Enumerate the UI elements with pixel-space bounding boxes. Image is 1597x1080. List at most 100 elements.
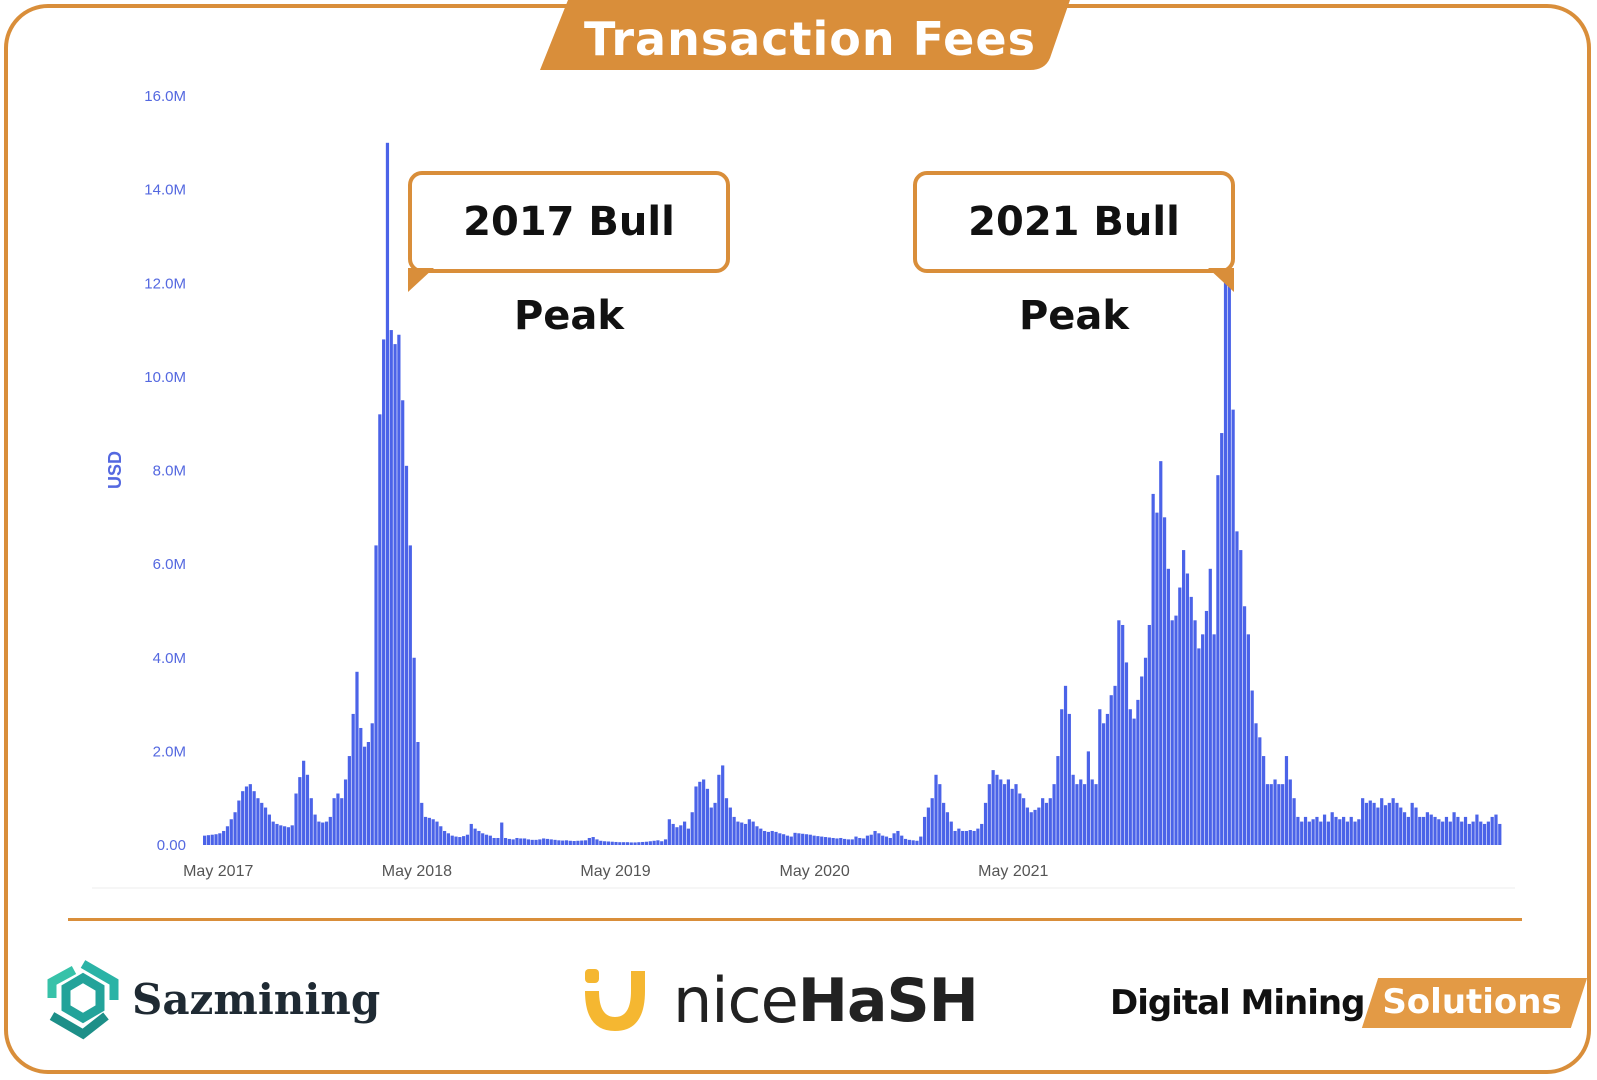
- y-tick-label: 12.0M: [144, 275, 186, 292]
- fee-bar: [1025, 807, 1030, 845]
- fee-bar: [793, 832, 797, 845]
- x-tick-label: May 2019: [580, 863, 650, 880]
- fee-bar: [648, 841, 652, 845]
- fee-bar: [1250, 690, 1254, 845]
- fee-bar: [294, 793, 298, 845]
- fee-bar: [888, 837, 892, 845]
- poster-frame: [4, 4, 1591, 1074]
- fee-bar: [663, 839, 668, 845]
- fee-bar: [1433, 816, 1437, 845]
- fee-bar: [595, 839, 599, 845]
- x-tick-label: May 2018: [382, 863, 452, 880]
- fee-bar: [1444, 816, 1449, 845]
- fee-bar: [1079, 779, 1083, 845]
- fee-bar: [553, 839, 557, 845]
- fee-bar: [359, 727, 363, 845]
- fee-bar: [1326, 821, 1330, 845]
- fee-bar: [393, 344, 397, 845]
- fee-bar: [1296, 816, 1300, 845]
- fee-bar: [279, 825, 283, 845]
- fee-bar: [804, 834, 809, 845]
- fee-bar: [1136, 699, 1140, 845]
- fee-bar: [225, 826, 230, 845]
- fee-bar: [774, 831, 778, 845]
- fee-bar: [450, 835, 454, 845]
- fee-bar: [930, 798, 934, 845]
- fee-bar: [1140, 676, 1144, 845]
- fee-bar: [766, 831, 770, 845]
- fee-bar: [416, 742, 420, 845]
- callout-2021-tail: [1208, 268, 1234, 292]
- fee-bar: [759, 828, 763, 845]
- fee-bar: [1178, 587, 1182, 845]
- fee-bar: [492, 837, 496, 845]
- fee-bar: [389, 330, 393, 845]
- fee-bar: [919, 836, 923, 845]
- fee-bar: [256, 798, 260, 845]
- fee-bar: [1098, 709, 1102, 845]
- fee-bar: [473, 828, 477, 845]
- fee-bar: [999, 779, 1003, 845]
- fee-bar: [1429, 814, 1433, 845]
- fee-bar: [423, 816, 428, 845]
- fee-bar: [462, 836, 466, 845]
- fee-bar: [854, 836, 858, 845]
- fee-bar: [290, 825, 294, 845]
- fee-bar: [1197, 648, 1201, 845]
- fee-bar: [1338, 819, 1342, 845]
- fee-bar: [336, 793, 340, 845]
- fee-bar: [1132, 718, 1136, 845]
- fee-bar: [1185, 573, 1190, 845]
- fee-bar: [446, 833, 451, 845]
- fee-bar: [850, 839, 854, 845]
- fee-bar: [210, 834, 214, 845]
- fee-bar: [477, 830, 481, 845]
- fee-bar: [222, 830, 226, 845]
- fee-bar: [382, 339, 386, 845]
- fee-bar: [747, 819, 751, 845]
- y-tick-label: 16.0M: [144, 88, 186, 105]
- x-tick-label: May 2017: [183, 863, 253, 880]
- fee-bar: [1498, 823, 1502, 845]
- fee-bar: [1357, 819, 1361, 845]
- fee-bar: [1437, 819, 1441, 845]
- fee-bar: [313, 814, 317, 845]
- fee-bar: [305, 774, 310, 845]
- fee-bar: [572, 841, 576, 845]
- fee-bar: [671, 823, 675, 845]
- fee-bar: [877, 833, 881, 845]
- fee-bar: [713, 802, 717, 845]
- fee-bar: [275, 823, 279, 845]
- fee-bar: [724, 798, 729, 845]
- fee-bar: [561, 840, 565, 845]
- fee-bar: [1022, 798, 1026, 845]
- fee-bar: [934, 774, 938, 845]
- y-tick-label: 4.0M: [153, 650, 186, 667]
- fee-bar: [1292, 798, 1296, 845]
- fee-bar: [1239, 550, 1243, 845]
- fee-bar: [1147, 624, 1151, 845]
- fee-bar: [675, 827, 679, 845]
- fee-bar: [964, 830, 969, 845]
- fee-bar: [1094, 784, 1098, 845]
- fee-bar: [1322, 814, 1327, 845]
- fee-bar: [961, 830, 965, 845]
- fee-bar: [1467, 823, 1471, 845]
- fee-bar: [328, 816, 332, 845]
- fee-bar: [690, 812, 694, 845]
- callout-2017-label: 2017 Bull Peak: [463, 199, 675, 339]
- fee-bar: [1391, 798, 1395, 845]
- fee-bar: [717, 774, 721, 845]
- fee-bar: [1422, 816, 1426, 845]
- fee-bar: [1117, 620, 1121, 845]
- x-axis-ticks: May 2017 May 2018 May 2019 May 2020 May 2021: [183, 863, 1048, 880]
- fee-bar: [260, 802, 264, 845]
- fee-bar: [1166, 568, 1170, 845]
- fee-bar: [1105, 713, 1110, 845]
- fee-bar: [614, 841, 618, 845]
- fee-bar: [1334, 816, 1338, 845]
- fee-bar: [378, 414, 382, 845]
- fee-bar: [1448, 821, 1452, 845]
- fee-bar: [267, 814, 271, 845]
- fee-bar: [340, 798, 344, 845]
